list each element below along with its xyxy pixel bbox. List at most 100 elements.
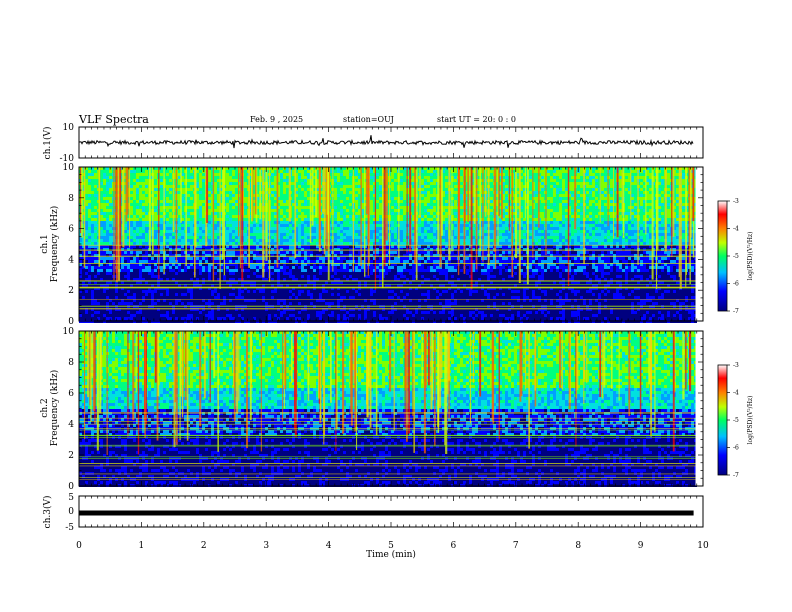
spectrogram-cell xyxy=(565,188,568,191)
spectrogram-cell xyxy=(694,206,697,209)
spectrogram-cell xyxy=(286,206,289,209)
spectrogram-cell xyxy=(553,230,556,233)
spectrogram-cell xyxy=(559,188,562,191)
spectrogram-cell xyxy=(421,215,424,218)
spectrogram-cell xyxy=(535,173,538,176)
spectrogram-cell xyxy=(292,215,295,218)
spectrogram-cell xyxy=(676,224,679,227)
spectrogram-cell xyxy=(550,182,553,185)
spectrogram-cell xyxy=(529,221,532,224)
spectrogram-cell xyxy=(598,200,601,203)
spectrogram-cell xyxy=(529,167,532,170)
spectrogram-cell xyxy=(682,218,685,221)
spectrogram-cell xyxy=(256,197,259,200)
spectrogram-cell xyxy=(361,215,364,218)
spectrogram-cell xyxy=(391,221,394,224)
spectrogram-cell xyxy=(139,224,142,227)
spectrogram-cell xyxy=(340,191,343,194)
spectrogram-cell xyxy=(394,167,397,170)
spectrogram-cell xyxy=(280,167,283,170)
spectrogram-cell xyxy=(103,236,106,239)
spectrogram-cell xyxy=(286,176,289,179)
spectrogram-cell xyxy=(433,182,436,185)
spectrogram-cell xyxy=(211,188,214,191)
spectrogram-cell xyxy=(226,182,229,185)
spectrogram-cell xyxy=(592,206,595,209)
spectrogram-cell xyxy=(433,185,436,188)
spectrogram-cell xyxy=(658,191,661,194)
spectrogram-cell xyxy=(658,197,661,200)
spectrogram-cell xyxy=(592,188,595,191)
spectrogram-cell xyxy=(601,179,604,182)
spectrogram-cell xyxy=(289,224,292,227)
spectrogram-cell xyxy=(142,215,145,218)
spectrogram-cell xyxy=(130,233,133,236)
spectrogram-cell xyxy=(610,176,613,179)
spectrogram-cell xyxy=(649,185,652,188)
spectrogram-cell xyxy=(226,179,229,182)
spectrogram-cell xyxy=(643,182,646,185)
spectrogram-cell xyxy=(103,176,106,179)
spectrogram-cell xyxy=(490,185,493,188)
spectrogram-cell xyxy=(676,230,679,233)
spectrogram-cell xyxy=(625,227,628,230)
spectrogram-cell xyxy=(298,197,301,200)
spectrogram-cell xyxy=(199,170,202,173)
spectrogram-cell xyxy=(460,209,463,212)
spectrogram-cell xyxy=(334,185,337,188)
spectrogram-cell xyxy=(454,218,457,221)
spectrogram-cell xyxy=(301,206,304,209)
spectrogram-cell xyxy=(154,236,157,239)
spectrogram-cell xyxy=(433,215,436,218)
spectrogram-cell xyxy=(88,185,91,188)
spectrogram-cell xyxy=(601,173,604,176)
spectrogram-cell xyxy=(577,188,580,191)
spectrogram-cell xyxy=(85,170,88,173)
spectrogram-cell xyxy=(313,194,316,197)
spectrogram-cell xyxy=(430,194,433,197)
spectrogram-cell xyxy=(658,194,661,197)
spectrogram-cell xyxy=(358,230,361,233)
spectrogram-cell xyxy=(571,170,574,173)
spectrogram-cell xyxy=(154,194,157,197)
spectrogram-cell xyxy=(181,221,184,224)
spectrogram-cell xyxy=(133,212,136,215)
spectrogram-cell xyxy=(214,200,217,203)
spectrogram-cell xyxy=(454,191,457,194)
spectrogram-cell xyxy=(532,170,535,173)
spectrogram-cell xyxy=(646,233,649,236)
spectrogram-cell xyxy=(85,221,88,224)
spectrogram-cell xyxy=(538,233,541,236)
spectrogram-cell xyxy=(610,200,613,203)
spectrogram-cell xyxy=(640,212,643,215)
spectrogram-cell xyxy=(271,227,274,230)
spectrogram-cell xyxy=(694,215,697,218)
spectrogram-cell xyxy=(577,194,580,197)
spectrogram-cell xyxy=(202,203,205,206)
spectrogram-cell xyxy=(562,227,565,230)
spectrogram-cell xyxy=(298,188,301,191)
spectrogram-cell xyxy=(571,182,574,185)
spectrogram-cell xyxy=(589,209,592,212)
spectrogram-cell xyxy=(187,236,190,239)
spectrogram-cell xyxy=(529,209,532,212)
spectrogram-cell xyxy=(301,179,304,182)
spectrogram-cell xyxy=(307,173,310,176)
spectrogram-cell xyxy=(661,173,664,176)
spectrogram-cell xyxy=(82,170,85,173)
spectrogram-cell xyxy=(103,197,106,200)
spectrogram-cell xyxy=(694,182,697,185)
spectrogram-cell xyxy=(646,218,649,221)
spectrogram-cell xyxy=(349,188,352,191)
spectrogram-cell xyxy=(301,209,304,212)
spectrogram-cell xyxy=(421,194,424,197)
spectrogram-cell xyxy=(364,167,367,170)
spectrogram-cell xyxy=(619,227,622,230)
spectrogram-cell xyxy=(541,206,544,209)
spectrogram-cell xyxy=(301,191,304,194)
spectrogram-cell xyxy=(145,200,148,203)
spectrogram-cell xyxy=(676,209,679,212)
spectrogram-cell xyxy=(334,188,337,191)
spectrogram-cell xyxy=(472,218,475,221)
spectrogram-cell xyxy=(421,209,424,212)
